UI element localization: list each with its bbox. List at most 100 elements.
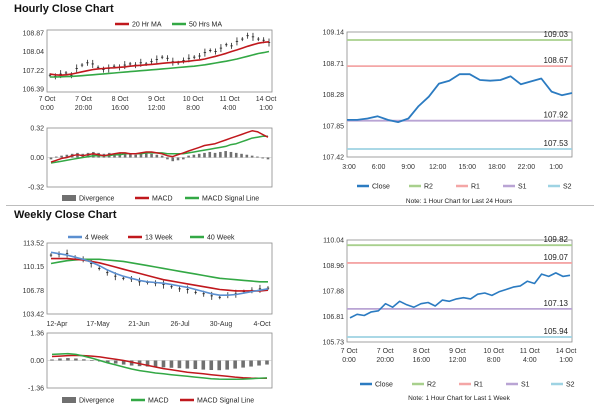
weekly-divergence-bar	[74, 358, 78, 361]
weekly-price-y-tick: 106.78	[23, 288, 45, 295]
hourly-price-x-tick: 4:00	[223, 105, 237, 112]
hourly-divergence-bar	[134, 154, 137, 158]
hourly-divergence-bar	[219, 151, 222, 158]
weekly-pivot-x-tick: 0:00	[342, 357, 356, 364]
weekly-pivot-legend-s2: S2	[566, 382, 575, 389]
hourly-divergence-bar	[160, 155, 164, 158]
weekly-macd-signal-line	[51, 354, 267, 380]
hourly-divergence-bar	[250, 155, 254, 158]
hourly-pivot-x-tick: 12:00	[429, 164, 447, 171]
hourly-20hr-ma-line	[49, 41, 270, 76]
hourly-pivot-legend-close: Close	[372, 184, 390, 191]
hourly-divergence-bar	[60, 155, 63, 158]
weekly-pivot-x-tick: 11 Oct	[520, 348, 540, 355]
hourly-divergence-bar	[261, 157, 265, 159]
weekly-price-y-tick: 110.15	[23, 264, 44, 271]
hourly-divergence-bar	[176, 157, 180, 161]
hourly-price-x-tick: 0:00	[40, 105, 54, 112]
hourly-pivot-y-tick: 109.14	[323, 30, 345, 37]
weekly-pivot-legend-s1: S1	[521, 382, 530, 389]
hourly-pivot-legend-s1: S1	[518, 184, 527, 191]
weekly-divergence-bar	[225, 360, 229, 370]
weekly-level-s1-label: 107.13	[544, 299, 569, 308]
hourly-pivot-legend-s2: S2	[563, 184, 572, 191]
weekly-pivot-x-tick: 14 Oct	[556, 348, 577, 355]
hourly-level-r2-label: 109.03	[544, 30, 569, 39]
hourly-pivot-y-tick: 107.85	[323, 123, 345, 130]
hourly-divergence-bar	[171, 157, 175, 162]
weekly-macd-y-tick: 0.00	[30, 358, 44, 365]
weekly-legend-macd-signal: MACD Signal Line	[197, 398, 254, 405]
hourly-divergence-bar	[182, 157, 185, 160]
weekly-price-x-tick: 30-Aug	[210, 321, 233, 328]
hourly-divergence-bar	[256, 156, 259, 158]
hourly-pivot-x-tick: 15:00	[459, 164, 477, 171]
hourly-legend-divergence: Divergence	[79, 196, 115, 203]
hourly-divergence-bar	[123, 152, 127, 158]
hourly-divergence-bar	[129, 153, 132, 158]
hourly-price-plot	[46, 29, 273, 93]
hourly-macd-line	[50, 130, 269, 163]
weekly-legend-13-week: 13 Week	[145, 235, 173, 242]
hourly-macd-signal-line	[50, 135, 268, 164]
weekly-close-line	[349, 272, 571, 319]
hourly-pivot-y-tick: 107.42	[323, 155, 345, 162]
weekly-price-x-tick: 17-May	[86, 321, 110, 328]
hourly-divergence-bar	[245, 154, 249, 158]
weekly-divergence-bar	[161, 360, 166, 368]
weekly-pivot-x-tick: 8 Oct	[413, 348, 430, 355]
weekly-pivot-x-tick: 8:00	[487, 357, 501, 364]
weekly-divergence-bar	[153, 360, 158, 367]
weekly-pivot-legend-r1: R1	[474, 382, 483, 389]
hourly-price-x-tick: 7 Oct	[75, 96, 92, 103]
hourly-macd-y-tick: 0.32	[30, 126, 44, 133]
weekly-divergence-bar	[129, 360, 134, 366]
weekly-pivot-plot	[346, 239, 573, 343]
hourly-price-x-tick: 20:00	[75, 105, 93, 112]
weekly-pivot-legend-r2: R2	[427, 382, 436, 389]
weekly-pivot-y-tick: 106.81	[323, 314, 345, 321]
weekly-legend-divergence: Divergence	[79, 398, 115, 405]
weekly-divergence-bar	[145, 360, 150, 367]
weekly-pivot-y-tick: 107.88	[323, 289, 345, 296]
weekly-divergence-bar	[233, 360, 237, 369]
hourly-price-x-tick: 16:00	[111, 105, 129, 112]
weekly-divergence-bar	[82, 359, 86, 361]
weekly-macd-line	[51, 352, 268, 381]
weekly-pivot-legend-close: Close	[375, 382, 393, 389]
weekly-divergence-bar	[50, 359, 54, 361]
hourly-pivot-legend-r2: R2	[424, 184, 433, 191]
hourly-price-x-tick: 9 Oct	[148, 96, 165, 103]
weekly-price-plot	[46, 242, 273, 315]
hourly-divergence-bar	[49, 157, 53, 160]
weekly-divergence-bar	[105, 360, 110, 363]
hourly-divergence-bar	[144, 152, 148, 158]
weekly-price-x-tick: 26-Jul	[170, 321, 190, 328]
weekly-legend-4-week: 4 Week	[85, 235, 109, 242]
weekly-40-week-line	[50, 258, 268, 283]
hourly-pivot-y-tick: 108.71	[323, 61, 345, 68]
hourly-price-x-tick: 12:00	[148, 105, 166, 112]
weekly-pivot-note: Note: 1 Hour Chart for Last 1 Week	[408, 395, 511, 402]
weekly-divergence-bar	[209, 360, 214, 371]
weekly-pivot-x-tick: 4:00	[523, 357, 537, 364]
hourly-divergence-bar	[139, 153, 143, 158]
weekly-divergence-bar	[241, 360, 245, 368]
hourly-pivot-note: Note: 1 Hour Chart for Last 24 Hours	[406, 198, 513, 205]
weekly-price-y-tick: 103.42	[23, 312, 45, 319]
weekly-pivot-x-tick: 9 Oct	[449, 348, 466, 355]
weekly-divergence-bar	[58, 358, 62, 361]
hourly-divergence-bar	[192, 154, 196, 158]
weekly-divergence-bar	[257, 360, 261, 366]
weekly-divergence-bar	[201, 360, 206, 370]
weekly-pivot-y-tick: 105.73	[323, 340, 345, 347]
hourly-pivot-x-tick: 9:00	[401, 164, 415, 171]
hourly-divergence-bar	[213, 152, 217, 158]
hourly-pivot-x-tick: 18:00	[488, 164, 506, 171]
weekly-pivot-x-tick: 10 Oct	[483, 348, 504, 355]
hourly-divergence-bar	[187, 155, 190, 158]
hourly-divergence-bar	[166, 157, 169, 160]
weekly-price-x-tick: 21-Jun	[128, 321, 150, 328]
hourly-macd-y-tick: 0.00	[30, 155, 44, 162]
hourly-pivot-plot	[346, 31, 573, 158]
